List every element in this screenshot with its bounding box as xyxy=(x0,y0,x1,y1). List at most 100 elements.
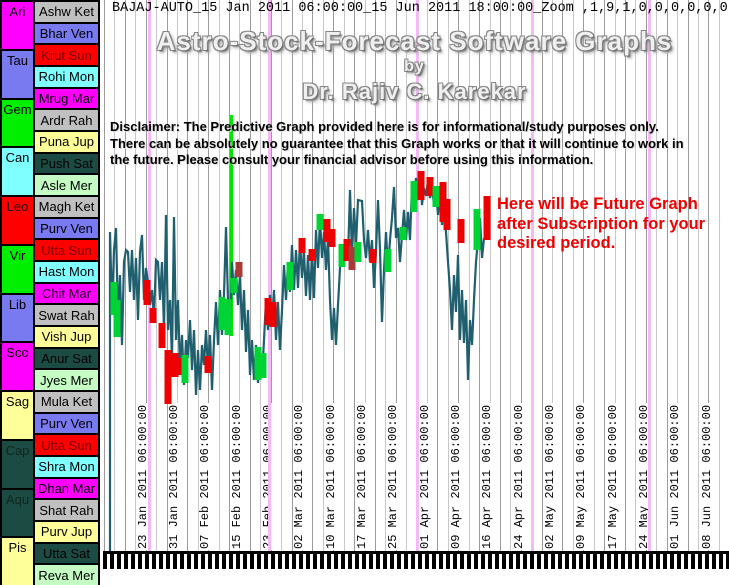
nakshatra-row-ardr-rah: Ardr Rah xyxy=(33,108,100,132)
app-title: Astro-Stock-Forecast Software Graphs xyxy=(156,26,673,56)
candle-up xyxy=(354,242,362,262)
vertical-gridline xyxy=(625,0,626,553)
zodiac-sign-tau: Tau xyxy=(0,48,35,100)
vertical-gridline xyxy=(593,0,595,553)
disclaimer-line-3: the future. Please consult your financia… xyxy=(110,152,594,167)
disclaimer-line-1: Disclaimer: The Predictive Graph provide… xyxy=(110,119,659,134)
nakshatra-row-asle-mer: Asle Mer xyxy=(33,173,100,197)
x-axis-label: 07 Feb 2011 06:00:00 xyxy=(198,402,213,550)
zodiac-sign-vir: Vir xyxy=(0,243,35,295)
nakshatra-row-shat-rah: Shat Rah xyxy=(33,498,100,522)
vertical-gridline xyxy=(614,0,616,553)
vertical-gridline xyxy=(520,0,522,553)
zodiac-sign-pis: Pis xyxy=(0,536,35,585)
vertical-gridline xyxy=(697,0,699,553)
zodiac-sign-cap: Cap xyxy=(0,438,35,490)
future-note-line-1: Here will be Future Graph xyxy=(497,195,698,213)
x-axis-label: 08 Jun 2011 06:00:00 xyxy=(699,402,714,550)
vertical-gridline xyxy=(604,0,606,553)
x-axis-label: 02 Mar 2011 06:00:00 xyxy=(292,402,307,550)
future-note-line-2: after Subscription for your xyxy=(497,214,706,233)
nakshatra-row-utta-sun: Utta Sun xyxy=(33,238,100,262)
window-title-text: BAJAJ-AUTO_15 Jan 2011 06:00:00_15 Jun 2… xyxy=(112,1,729,16)
nakshatra-row-magh-ket: Magh Ket xyxy=(33,195,100,219)
x-axis-label: 31 Jan 2011 06:00:00 xyxy=(166,402,181,550)
vertical-gridline xyxy=(708,0,710,553)
candle-down xyxy=(328,229,336,247)
vertical-gridline xyxy=(583,0,585,553)
vertical-gridline xyxy=(572,0,574,553)
nakshatra-row-puna-jup: Puna Jup xyxy=(33,130,100,154)
disclaimer-text: Disclaimer: The Predictive Graph provide… xyxy=(110,119,684,169)
nakshatra-row-mrug-mar: Mrug Mar xyxy=(33,86,100,111)
future-note-line-3: desired period. xyxy=(497,234,616,252)
x-axis-label: 24 Apr 2011 06:00:00 xyxy=(511,402,526,550)
nakshatra-row-rohi-mon: Rohi Mon xyxy=(33,65,100,89)
candle-down xyxy=(323,219,331,242)
disclaimer-line-2: There can be absolutely no guarantee tha… xyxy=(110,135,684,151)
vertical-gridline xyxy=(104,0,105,553)
nakshatra-row-dhan-mar: Dhan Mar xyxy=(33,476,100,501)
nakshatra-row-krut-sun: Krut Sun xyxy=(33,43,100,67)
vertical-gridline xyxy=(687,0,689,553)
vertical-gridline xyxy=(499,0,501,553)
nakshatra-row-vish-jup: Vish Jup xyxy=(33,325,100,349)
future-graph-note: Here will be Future Graph after Subscrip… xyxy=(497,195,705,254)
candle-up xyxy=(432,186,440,207)
x-axis-label: 17 May 2011 06:00:00 xyxy=(605,402,620,550)
event-line-pink xyxy=(531,0,534,553)
zodiac-sign-leo: Leo xyxy=(0,195,35,246)
nakshatra-row-jyes-mer: Jyes Mer xyxy=(33,368,100,392)
zodiac-sign-can: Can xyxy=(0,146,35,197)
nakshatra-row-ashw-ket: Ashw Ket xyxy=(33,0,100,24)
x-axis-label: 01 Jun 2011 06:00:00 xyxy=(668,402,683,550)
nakshatra-row-hast-mon: Hast Mon xyxy=(33,260,100,284)
nakshatra-row-anur-sat: Anur Sat xyxy=(33,346,100,371)
vertical-gridline xyxy=(552,0,554,553)
nakshatra-row-chit-mar: Chit Mar xyxy=(33,281,100,306)
nakshatra-row-mula-ket: Mula Ket xyxy=(33,390,100,414)
candle-down xyxy=(439,182,447,222)
zodiac-sign-sco: Sco xyxy=(0,341,35,392)
author-name: Dr. Rajiv C. Karekar xyxy=(302,79,527,104)
nakshatra-row-utta-sun: Utta Sun xyxy=(33,433,100,457)
vertical-gridline xyxy=(656,0,658,553)
nakshatra-row-bhar-ven: Bhar Ven xyxy=(33,21,100,46)
x-axis-label: 02 May 2011 06:00:00 xyxy=(543,402,558,550)
zodiac-sign-aqu: Aqu xyxy=(0,487,35,539)
event-line-pink xyxy=(648,0,651,553)
nakshatra-row-purv-ven: Purv Ven xyxy=(33,411,100,436)
vertical-gridline xyxy=(562,0,564,553)
nakshatra-row-shra-mon: Shra Mon xyxy=(33,455,100,479)
vertical-gridline xyxy=(541,0,543,553)
nakshatra-row-swat-rah: Swat Rah xyxy=(33,303,100,327)
nakshatra-row-purv-jup: Purv Jup xyxy=(33,520,100,544)
nakshatra-row-purv-ven: Purv Ven xyxy=(33,216,100,241)
x-axis-label: 09 May 2011 06:00:00 xyxy=(574,402,589,550)
byline: by xyxy=(404,58,425,75)
zodiac-sign-gem: Gem xyxy=(0,97,35,149)
candle-down xyxy=(158,323,166,348)
vertical-gridline xyxy=(510,0,512,553)
vertical-gridline xyxy=(489,0,491,553)
vertical-gridline xyxy=(645,0,647,553)
zodiac-sign-ari: Ari xyxy=(0,0,35,51)
x-axis-label: 01 Apr 2011 06:00:00 xyxy=(417,402,432,550)
vertical-gridline xyxy=(718,0,720,553)
x-axis-label: 25 Mar 2011 06:00:00 xyxy=(386,402,401,550)
nakshatra-row-utta-sat: Utta Sat xyxy=(33,541,100,566)
nakshatra-row-push-sat: Push Sat xyxy=(33,151,100,176)
x-axis-label: 15 Feb 2011 06:00:00 xyxy=(229,402,244,550)
vertical-gridline xyxy=(635,0,637,553)
vertical-gridline xyxy=(666,0,668,553)
x-axis-ruler-ticks xyxy=(103,554,729,569)
x-axis-label: 16 Apr 2011 06:00:00 xyxy=(480,402,495,550)
x-axis-label: 17 Mar 2011 06:00:00 xyxy=(354,402,369,550)
nakshatra-sidebar: Ari Tau Gem Can Leo Vir Lib Sco Sag Cap Aqu Pis Ash… xyxy=(0,0,100,585)
vertical-gridline xyxy=(677,0,679,553)
zodiac-sign-lib: Lib xyxy=(0,292,35,344)
nakshatra-row-reva-mer: Reva Mer xyxy=(33,563,100,585)
zodiac-sign-sag: Sag xyxy=(0,390,35,441)
x-axis-label: 10 Mar 2011 06:00:00 xyxy=(323,402,338,550)
